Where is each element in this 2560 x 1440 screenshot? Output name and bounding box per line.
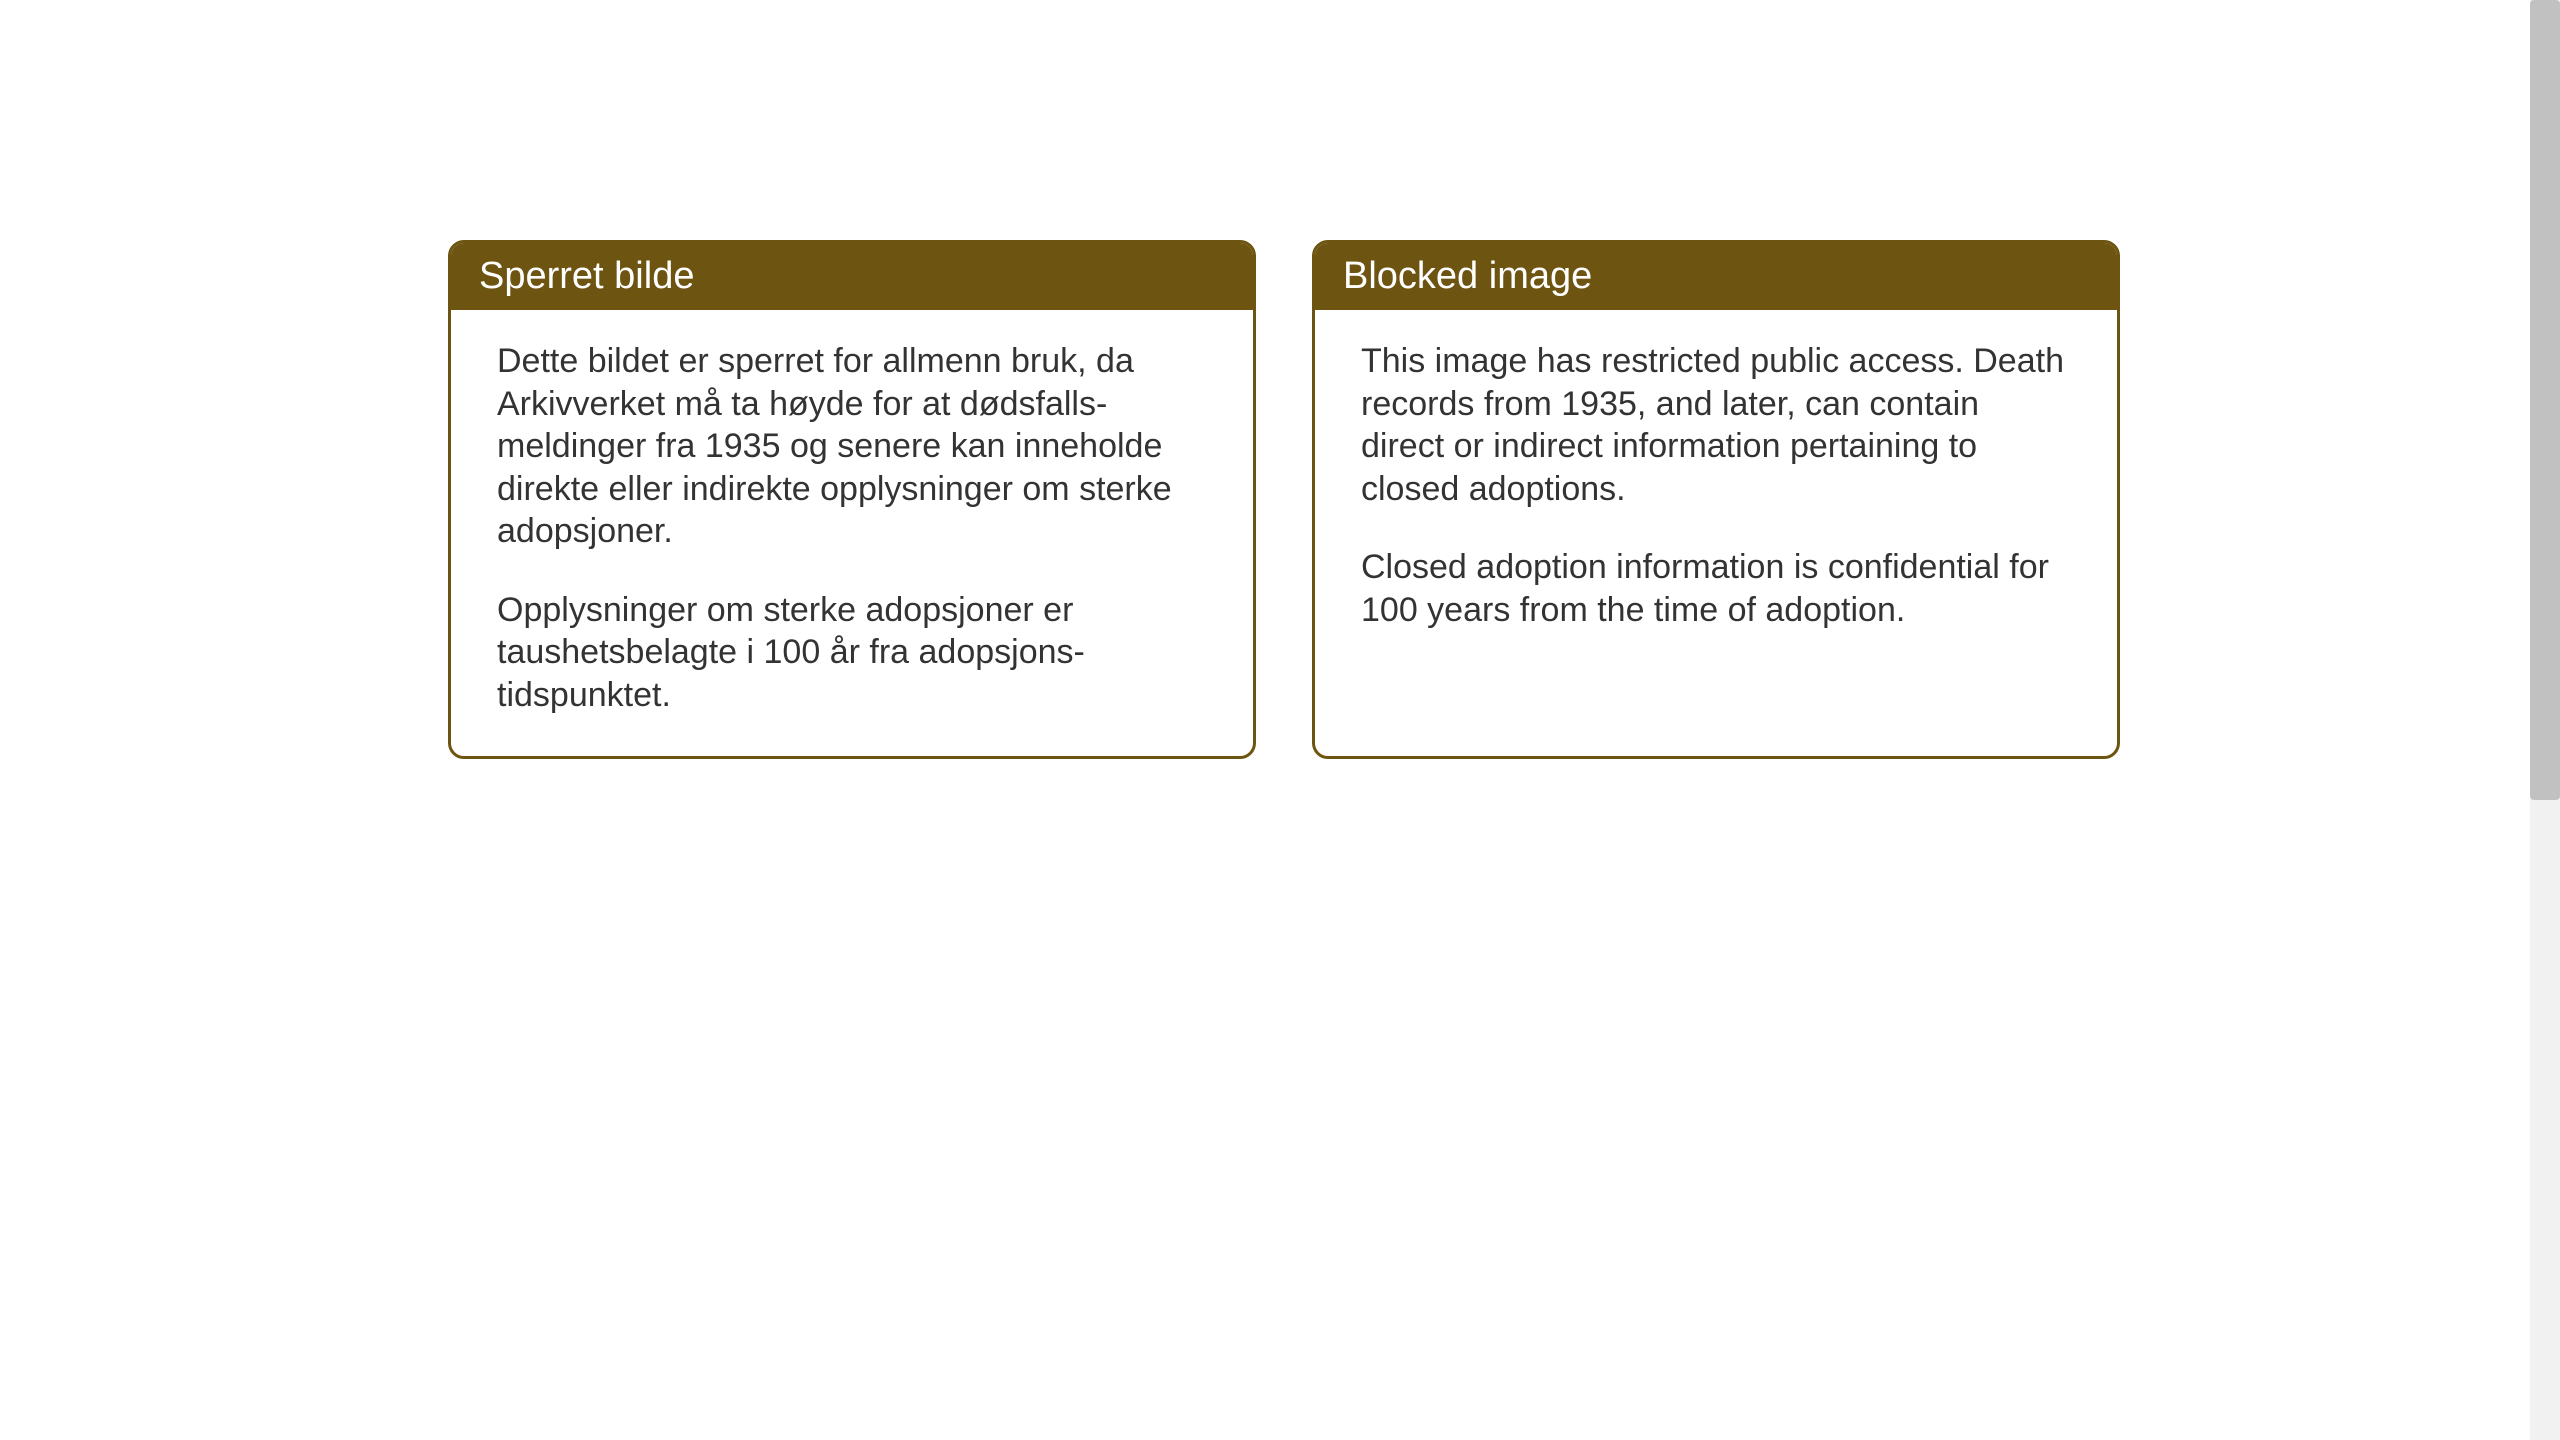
card-title-norwegian: Sperret bilde [479, 255, 694, 297]
notice-card-norwegian: Sperret bilde Dette bildet er sperret fo… [448, 240, 1256, 759]
scrollbar-thumb[interactable] [2530, 0, 2560, 800]
card-paragraph-english-1: This image has restricted public access.… [1361, 340, 2071, 510]
scrollbar-track[interactable] [2530, 0, 2560, 1440]
card-title-english: Blocked image [1343, 255, 1592, 297]
card-header-norwegian: Sperret bilde [451, 243, 1253, 310]
card-paragraph-norwegian-1: Dette bildet er sperret for allmenn bruk… [497, 340, 1207, 553]
notice-cards-container: Sperret bilde Dette bildet er sperret fo… [448, 240, 2120, 759]
card-paragraph-norwegian-2: Opplysninger om sterke adopsjoner er tau… [497, 589, 1207, 717]
card-body-english: This image has restricted public access.… [1315, 310, 2117, 671]
card-paragraph-english-2: Closed adoption information is confident… [1361, 546, 2071, 631]
notice-card-english: Blocked image This image has restricted … [1312, 240, 2120, 759]
card-header-english: Blocked image [1315, 243, 2117, 310]
card-body-norwegian: Dette bildet er sperret for allmenn bruk… [451, 310, 1253, 756]
